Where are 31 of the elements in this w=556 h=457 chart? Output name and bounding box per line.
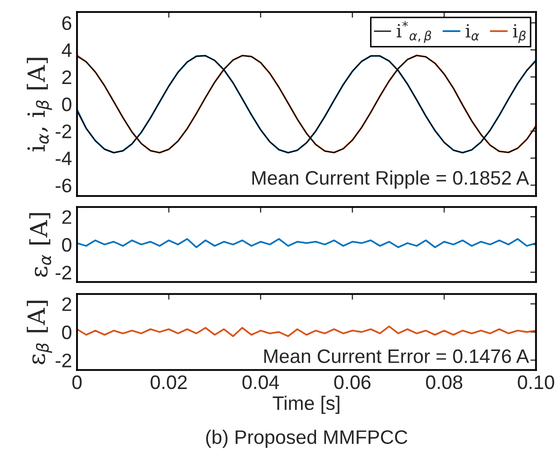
- y-tick-label: 0: [62, 238, 72, 252]
- y-axis-title: ε$_{β}$ [A]: [26, 300, 52, 364]
- text: (b) Proposed MMFPCC: [206, 430, 408, 448]
- x-tick-label: 0.04: [242, 375, 279, 390]
- y-axis-title: ε$_{α}$ [A]: [29, 213, 52, 277]
- annotation: Mean Current Ripple = 0.1852 A: [252, 170, 530, 189]
- y-tick-label: 0: [62, 97, 72, 112]
- x-tick-label: 0.08: [426, 375, 462, 390]
- annotation: Mean Current Error = 0.1476 A: [264, 349, 530, 364]
- y-tick-label: -6: [56, 178, 72, 192]
- y-tick-label: -4: [56, 152, 72, 166]
- y-tick-label: -2: [56, 124, 72, 138]
- legend-label: i$_{β}$: [513, 24, 526, 43]
- x-tick-label: 0.10: [518, 375, 554, 390]
- y-tick-label: 2: [62, 210, 72, 224]
- y-tick-label: 2: [62, 70, 72, 84]
- x-tick-label: 0: [72, 375, 82, 390]
- x-tick-label: 0.06: [334, 375, 370, 390]
- y-tick-label: 2: [62, 297, 72, 311]
- legend-label: i$^{*}$$_{α,β}$: [396, 21, 432, 43]
- y-tick-label: 4: [62, 44, 72, 57]
- x-axis-title: Time [s]: [272, 396, 340, 414]
- y-tick-label: -2: [56, 266, 72, 280]
- y-axis-title: i$_{α}$, i$_{β}$ [A]: [26, 58, 52, 152]
- x-tick-label: 0.02: [150, 375, 187, 390]
- legend-label: i$_{α}$: [466, 24, 480, 40]
- y-tick-label: 0: [62, 325, 72, 340]
- y-tick-label: 6: [62, 16, 72, 30]
- line-series: [77, 238, 536, 248]
- y-tick-label: -2: [56, 354, 72, 368]
- line-series: [77, 326, 536, 338]
